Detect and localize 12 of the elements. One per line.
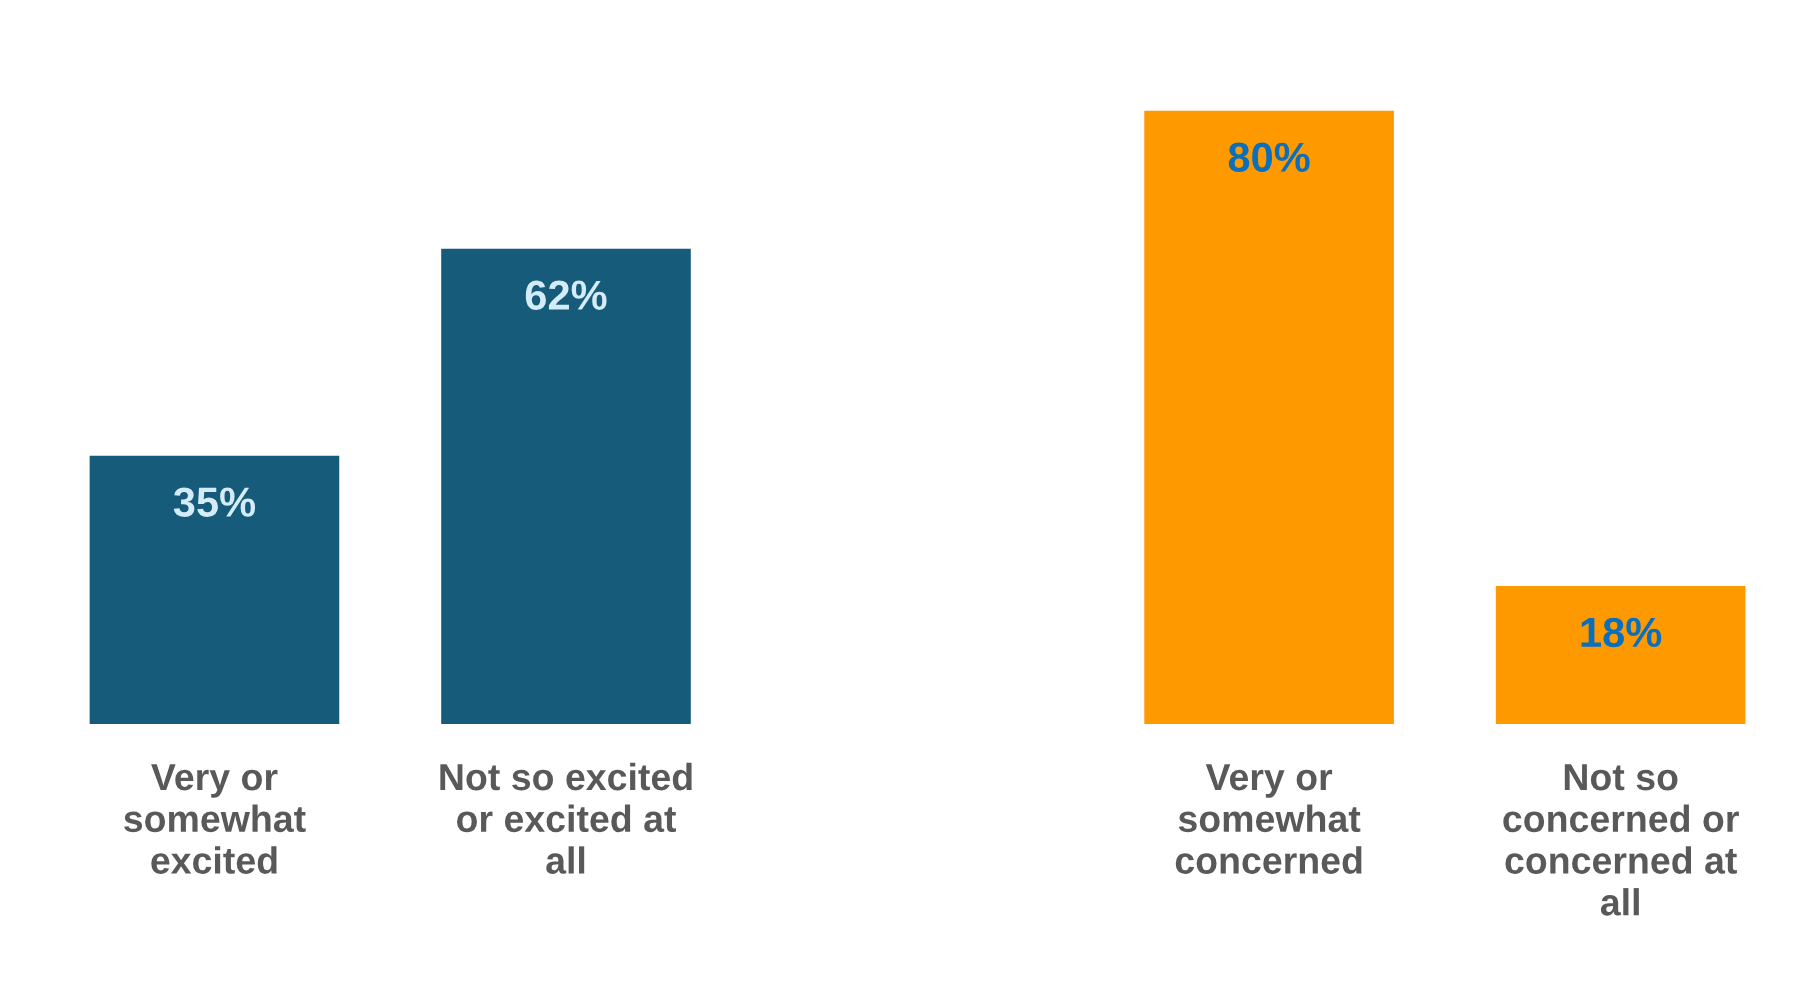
bar <box>441 248 691 724</box>
data-label: 80% <box>1228 142 1310 173</box>
x-tick-label: Not so concerned or concerned at all <box>1503 764 1739 916</box>
x-tick-label: Not so excited or excited at all <box>440 762 692 874</box>
data-label: 18% <box>1581 617 1662 648</box>
data-label: 62% <box>525 280 607 310</box>
bar <box>1495 586 1746 724</box>
x-tick-label: Very or somewhat excited <box>124 764 306 874</box>
bar <box>89 455 340 724</box>
data-label: 35% <box>173 487 256 517</box>
x-tick-label: Very or somewhat concerned <box>1175 764 1362 874</box>
bar <box>1144 110 1394 724</box>
